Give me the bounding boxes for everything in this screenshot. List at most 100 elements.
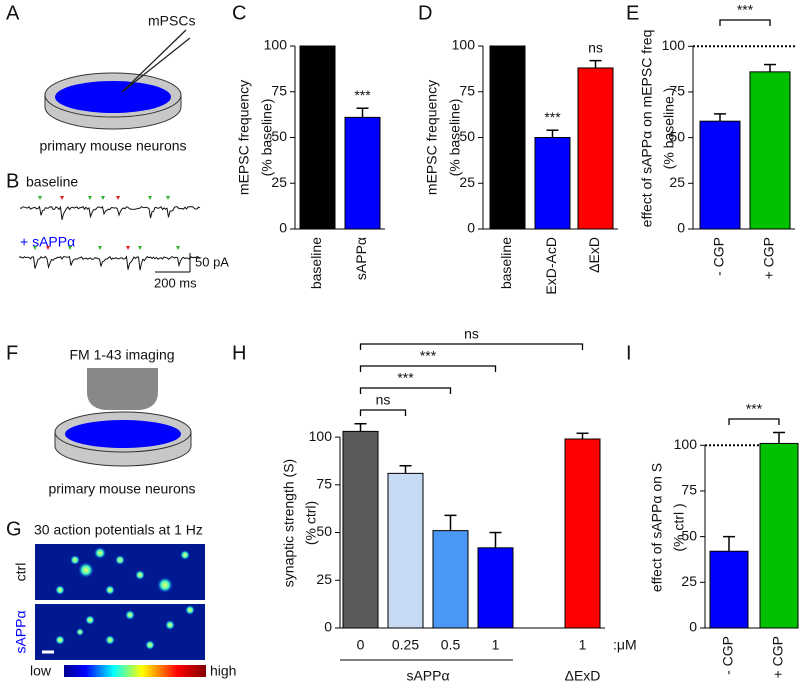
- y-tick-label: 50: [316, 523, 332, 539]
- x-tick-label: sAPPα: [353, 237, 369, 280]
- y-tick-label: 0: [324, 619, 332, 635]
- x-tick-label: 1: [492, 637, 500, 653]
- y-tick-label: 75: [459, 82, 475, 98]
- bar: [749, 71, 791, 230]
- panel-title: 30 action potentials at 1 Hz: [34, 522, 203, 538]
- y-tick-label: 100: [662, 37, 686, 53]
- significance: ns: [464, 326, 479, 342]
- significance: ***: [354, 87, 371, 103]
- y-axis-label: mEPSC frequency: [424, 80, 440, 195]
- y-tick-label: 50: [669, 128, 685, 144]
- bracket: [359, 365, 497, 372]
- spot: [135, 570, 145, 580]
- y-axis-label: (% baseline): [447, 99, 463, 177]
- bar: [489, 45, 526, 230]
- panel-label: E: [626, 2, 639, 24]
- event-marker: [46, 246, 50, 250]
- trace: [19, 255, 201, 271]
- objective: [87, 368, 158, 410]
- y-tick-label: 75: [681, 482, 697, 498]
- x-tick-label: 0: [357, 637, 365, 653]
- bar: [342, 430, 379, 629]
- spot: [157, 577, 173, 593]
- dish: [44, 72, 182, 130]
- bar: [759, 442, 799, 629]
- y-axis-label: effect of sAPPα on mEPSC freq: [639, 30, 655, 228]
- y-tick-label: 25: [271, 174, 287, 190]
- spot: [115, 555, 125, 565]
- x-tick-label: - CGP: [720, 636, 736, 675]
- bracket: [359, 343, 584, 350]
- caption: primary mouse neurons: [48, 481, 195, 497]
- spot: [125, 610, 135, 620]
- x-tick-label: ExD-AcD: [543, 237, 559, 295]
- event-marker: [116, 196, 120, 200]
- y-tick-label: 0: [677, 220, 685, 236]
- event-marker: [60, 196, 64, 200]
- x-tick-label: 1: [579, 637, 587, 653]
- unit-label: :μM: [613, 637, 637, 653]
- x-tick-label: ΔExD: [586, 237, 602, 273]
- colorbar-label: high: [210, 663, 236, 679]
- colorbar-label: low: [30, 663, 52, 679]
- group-label: ΔExD: [565, 668, 601, 684]
- spot: [70, 555, 80, 565]
- panel-title: FM 1-43 imaging: [69, 347, 174, 363]
- y-axis-label: (% baseline ): [661, 88, 677, 170]
- y-axis-label: (% ctrl ): [671, 503, 687, 551]
- x-tick-label: - CGP: [711, 237, 727, 276]
- panel-label: H: [232, 342, 246, 364]
- spot: [55, 585, 65, 595]
- y-tick-label: 100: [264, 37, 288, 53]
- y-axis-label: (% baseline): [259, 99, 275, 177]
- spot: [85, 615, 95, 625]
- y-tick-label: 0: [467, 220, 475, 236]
- bar: [709, 550, 749, 629]
- spot: [78, 562, 94, 578]
- y-tick-label: 0: [689, 619, 697, 635]
- bar: [577, 67, 614, 230]
- y-tick-label: 75: [271, 82, 287, 98]
- bar: [564, 438, 601, 629]
- panel-label: B: [6, 170, 19, 192]
- panel-label: A: [6, 2, 20, 24]
- significance: ***: [737, 2, 754, 18]
- y-tick-label: 50: [271, 128, 287, 144]
- x-tick-label: baseline: [498, 237, 514, 289]
- bracket: [359, 409, 407, 416]
- caption: primary mouse neurons: [39, 138, 186, 154]
- trace: [19, 205, 201, 220]
- spot: [180, 550, 190, 560]
- event-marker: [138, 246, 142, 250]
- significance: ns: [588, 39, 603, 55]
- x-tick-label: + CGP: [770, 636, 786, 678]
- spot: [105, 635, 115, 645]
- panel-label: F: [6, 342, 18, 364]
- row-label: sAPPα: [13, 610, 29, 653]
- trace-label: + sAPPα: [20, 234, 75, 250]
- spot: [55, 635, 65, 645]
- event-marker: [176, 246, 180, 250]
- bracket: [719, 19, 771, 26]
- bar: [699, 120, 741, 230]
- colorbar: [64, 665, 206, 677]
- dish: [54, 411, 192, 467]
- bar: [344, 116, 381, 230]
- significance: ***: [746, 401, 763, 417]
- y-tick-label: 25: [459, 174, 475, 190]
- event-marker: [68, 246, 72, 250]
- bar: [432, 530, 469, 629]
- spots: [55, 547, 195, 650]
- y-tick-label: 25: [669, 174, 685, 190]
- y-tick-label: 75: [316, 476, 332, 492]
- bar: [299, 45, 336, 230]
- panel-label: I: [626, 342, 632, 364]
- trace-label: baseline: [26, 174, 78, 190]
- y-tick-label: 25: [316, 571, 332, 587]
- panel-label: D: [418, 2, 432, 24]
- y-axis-label: effect of sAPPα on S: [649, 463, 665, 592]
- event-marker: [33, 246, 37, 250]
- x-tick-label: baseline: [308, 237, 324, 289]
- event-marker: [166, 196, 170, 200]
